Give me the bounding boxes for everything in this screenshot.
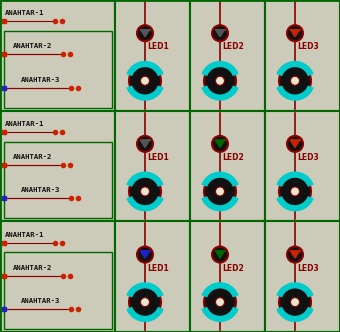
Polygon shape xyxy=(216,140,224,147)
Bar xyxy=(0,0,115,111)
Polygon shape xyxy=(290,140,300,147)
Circle shape xyxy=(129,286,161,318)
Text: LED2: LED2 xyxy=(222,42,244,51)
Circle shape xyxy=(204,286,236,318)
Text: LED1: LED1 xyxy=(147,42,169,51)
Circle shape xyxy=(279,65,311,97)
Bar xyxy=(0,221,115,332)
Circle shape xyxy=(287,136,303,152)
Text: ANAHTAR-1: ANAHTAR-1 xyxy=(5,10,45,16)
Circle shape xyxy=(204,65,236,97)
Text: ANAHTAR-3: ANAHTAR-3 xyxy=(21,298,61,304)
Bar xyxy=(265,221,340,332)
Polygon shape xyxy=(216,30,224,37)
Circle shape xyxy=(287,247,303,263)
Bar xyxy=(115,221,190,332)
Circle shape xyxy=(290,297,300,307)
Text: ANAHTAR-3: ANAHTAR-3 xyxy=(21,77,61,83)
Bar xyxy=(115,111,190,221)
Circle shape xyxy=(137,247,153,263)
Bar xyxy=(190,0,265,111)
Circle shape xyxy=(129,175,161,208)
Polygon shape xyxy=(216,251,224,258)
Circle shape xyxy=(287,25,303,41)
Text: LED2: LED2 xyxy=(222,153,244,162)
Circle shape xyxy=(279,286,311,318)
Circle shape xyxy=(216,76,224,85)
Circle shape xyxy=(140,187,150,196)
Text: ANAHTAR-2: ANAHTAR-2 xyxy=(13,43,52,49)
Circle shape xyxy=(212,25,228,41)
Text: ANAHTAR-1: ANAHTAR-1 xyxy=(5,232,45,238)
Bar xyxy=(4,31,112,108)
Circle shape xyxy=(204,175,236,208)
Bar xyxy=(190,221,265,332)
Circle shape xyxy=(290,76,300,85)
Circle shape xyxy=(212,136,228,152)
Bar xyxy=(4,142,112,218)
Circle shape xyxy=(137,25,153,41)
Text: LED3: LED3 xyxy=(297,153,319,162)
Circle shape xyxy=(140,297,150,307)
Text: LED1: LED1 xyxy=(147,153,169,162)
Polygon shape xyxy=(140,140,150,147)
Bar xyxy=(115,0,190,111)
Text: ANAHTAR-3: ANAHTAR-3 xyxy=(21,187,61,193)
Circle shape xyxy=(140,76,150,85)
Polygon shape xyxy=(140,30,150,37)
Bar xyxy=(265,111,340,221)
Circle shape xyxy=(129,65,161,97)
Circle shape xyxy=(279,175,311,208)
Text: ANAHTAR-2: ANAHTAR-2 xyxy=(13,154,52,160)
Circle shape xyxy=(216,297,224,307)
Bar xyxy=(4,252,112,329)
Text: LED3: LED3 xyxy=(297,42,319,51)
Circle shape xyxy=(290,187,300,196)
Bar xyxy=(190,111,265,221)
Circle shape xyxy=(216,187,224,196)
Bar xyxy=(0,111,115,221)
Text: LED1: LED1 xyxy=(147,264,169,273)
Text: ANAHTAR-2: ANAHTAR-2 xyxy=(13,265,52,271)
Text: ANAHTAR-1: ANAHTAR-1 xyxy=(5,121,45,127)
Circle shape xyxy=(137,136,153,152)
Polygon shape xyxy=(290,251,300,258)
Text: LED3: LED3 xyxy=(297,264,319,273)
Polygon shape xyxy=(290,30,300,37)
Text: LED2: LED2 xyxy=(222,264,244,273)
Polygon shape xyxy=(140,251,150,258)
Circle shape xyxy=(212,247,228,263)
Bar xyxy=(265,0,340,111)
